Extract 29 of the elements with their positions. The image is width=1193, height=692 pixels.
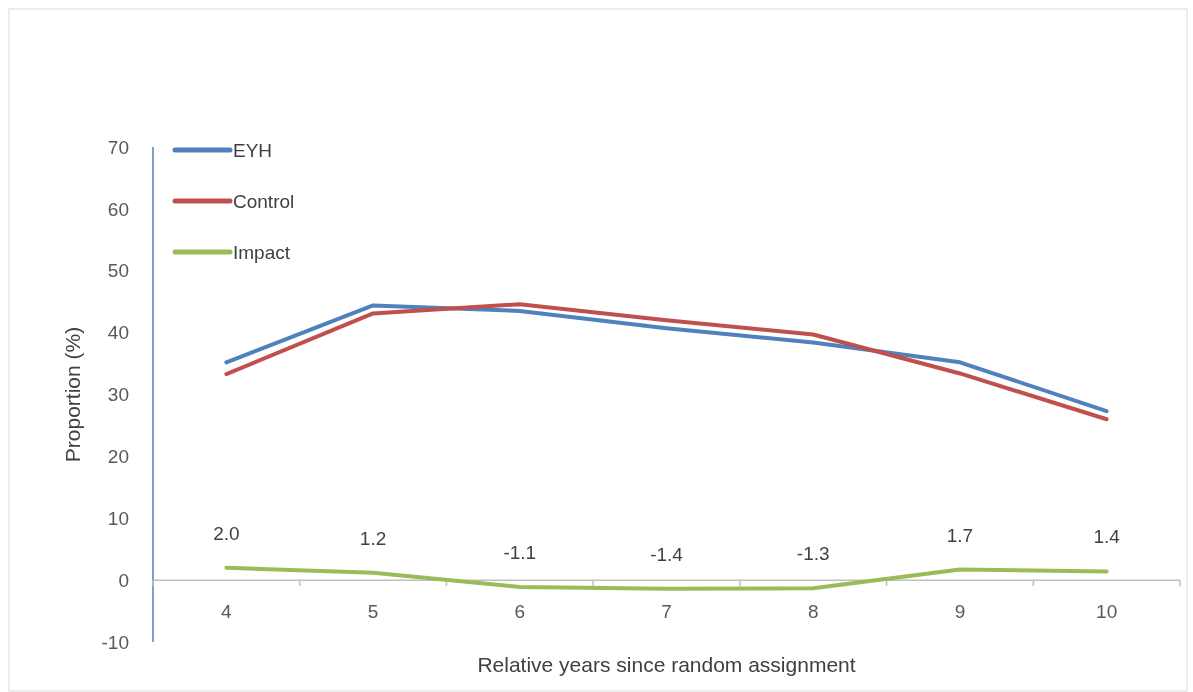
legend-label: EYH: [233, 139, 273, 161]
line-series: [224, 565, 1109, 591]
data-label: 1.7: [946, 524, 974, 546]
x-tick-label: 6: [514, 601, 526, 623]
y-tick-label: -10: [101, 631, 129, 653]
legend-label: Control: [233, 190, 295, 212]
y-tick-label: 40: [107, 322, 129, 344]
y-tick-label: 70: [107, 136, 129, 158]
x-tick-label: 9: [954, 601, 966, 623]
legend-label: Impact: [233, 241, 291, 263]
data-label: -1.4: [650, 543, 684, 565]
x-tick-label: 8: [807, 601, 819, 623]
data-label: 2.0: [213, 522, 240, 544]
x-tick-label: 5: [367, 601, 379, 623]
y-tick-label: 20: [107, 446, 129, 468]
y-axis-title: Proportion (%): [61, 326, 84, 463]
y-tick-label: 50: [107, 260, 129, 282]
data-label: 1.4: [1093, 526, 1121, 548]
x-tick-label: 4: [221, 601, 233, 623]
x-tick-label: 7: [661, 601, 672, 623]
x-tick-label: 10: [1096, 601, 1118, 623]
y-tick-label: 60: [107, 198, 129, 220]
y-tick-label: 0: [118, 569, 129, 591]
data-label: 1.2: [359, 527, 387, 549]
y-tick-label: 10: [107, 507, 129, 529]
data-label: -1.1: [503, 541, 537, 563]
data-label: -1.3: [796, 543, 830, 565]
y-tick-label: 30: [107, 384, 129, 406]
x-axis-title: Relative years since random assignment: [477, 653, 856, 676]
